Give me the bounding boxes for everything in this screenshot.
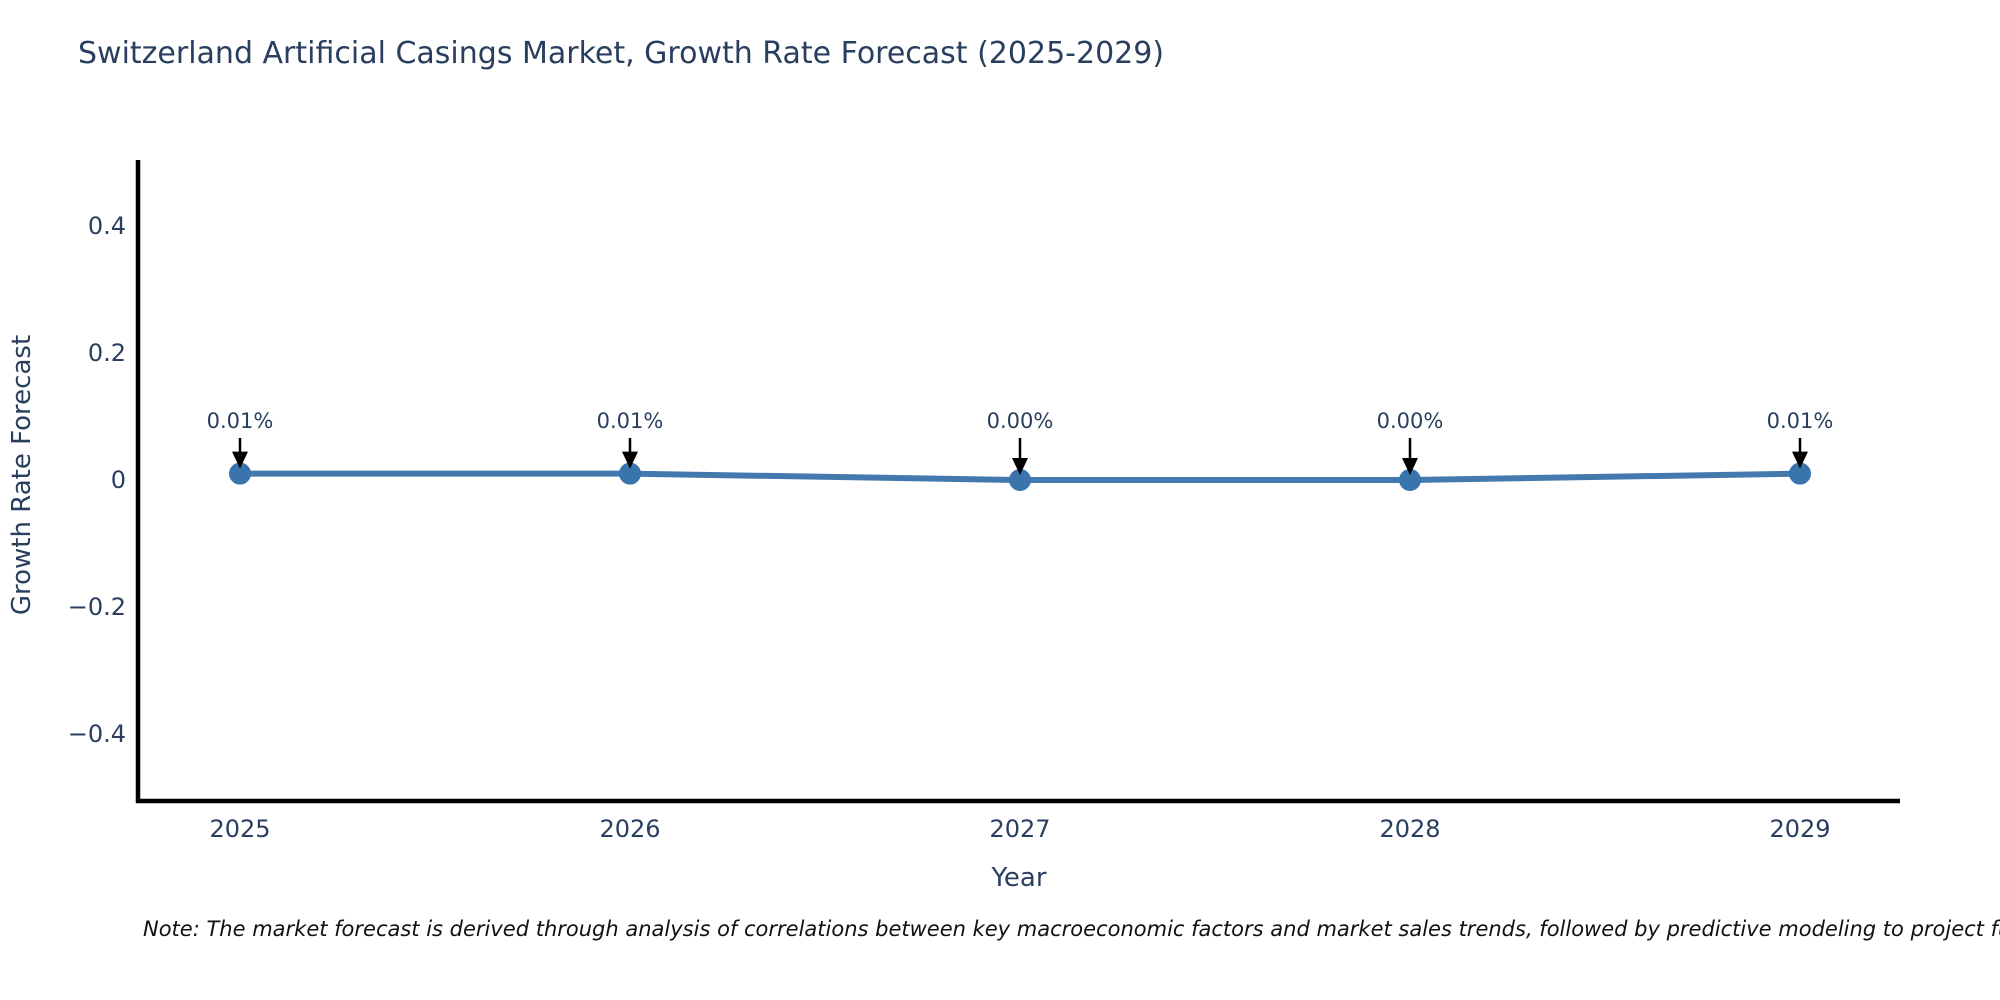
y-tick-label: 0: [111, 466, 126, 494]
y-tick-label: −0.2: [68, 593, 126, 621]
y-tick-label: −0.4: [68, 720, 126, 748]
annotation-label: 0.01%: [207, 409, 274, 433]
x-tick-label: 2027: [989, 815, 1050, 843]
y-tick-label: 0.2: [88, 339, 126, 367]
x-tick-label: 2028: [1379, 815, 1440, 843]
annotation-label: 0.01%: [597, 409, 664, 433]
annotation-arrowhead: [232, 451, 248, 469]
x-tick-label: 2029: [1769, 815, 1830, 843]
x-tick-label: 2026: [599, 815, 660, 843]
footnote: Note: The market forecast is derived thr…: [143, 917, 2000, 941]
annotation-label: 0.00%: [1377, 409, 1444, 433]
x-axis-title: Year: [990, 863, 1046, 893]
y-tick-label: 0.4: [88, 212, 126, 240]
y-axis-title: Growth Rate Forecast: [7, 335, 37, 615]
chart-title: Switzerland Artificial Casings Market, G…: [78, 36, 1165, 71]
annotation-arrowhead: [1792, 451, 1808, 469]
annotation-label: 0.00%: [987, 409, 1054, 433]
annotation-label: 0.01%: [1767, 409, 1834, 433]
annotation-arrowhead: [622, 451, 638, 469]
annotation-arrowhead: [1402, 458, 1418, 475]
annotation-arrowhead: [1012, 458, 1028, 475]
x-tick-label: 2025: [209, 815, 270, 843]
